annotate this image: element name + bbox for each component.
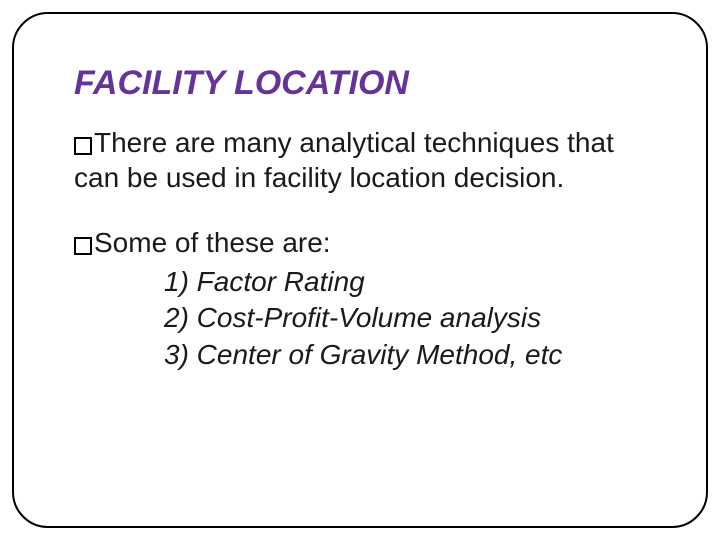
slide-title: FACILITY LOCATION — [74, 64, 646, 103]
slide-frame: FACILITY LOCATION There are many analyti… — [12, 12, 708, 528]
list-item: 1) Factor Rating — [164, 264, 646, 300]
paragraph-1-text: There are many analytical techniques tha… — [74, 127, 614, 193]
numbered-list: 1) Factor Rating 2) Cost-Profit-Volume a… — [74, 264, 646, 373]
paragraph-2-text: Some of these are: — [94, 227, 331, 258]
paragraph-1: There are many analytical techniques tha… — [74, 125, 646, 195]
list-item: 3) Center of Gravity Method, etc — [164, 337, 646, 373]
paragraph-2: Some of these are: 1) Factor Rating 2) C… — [74, 225, 646, 373]
list-item: 2) Cost-Profit-Volume analysis — [164, 300, 646, 336]
bullet-box-icon — [74, 237, 92, 255]
bullet-box-icon — [74, 137, 92, 155]
